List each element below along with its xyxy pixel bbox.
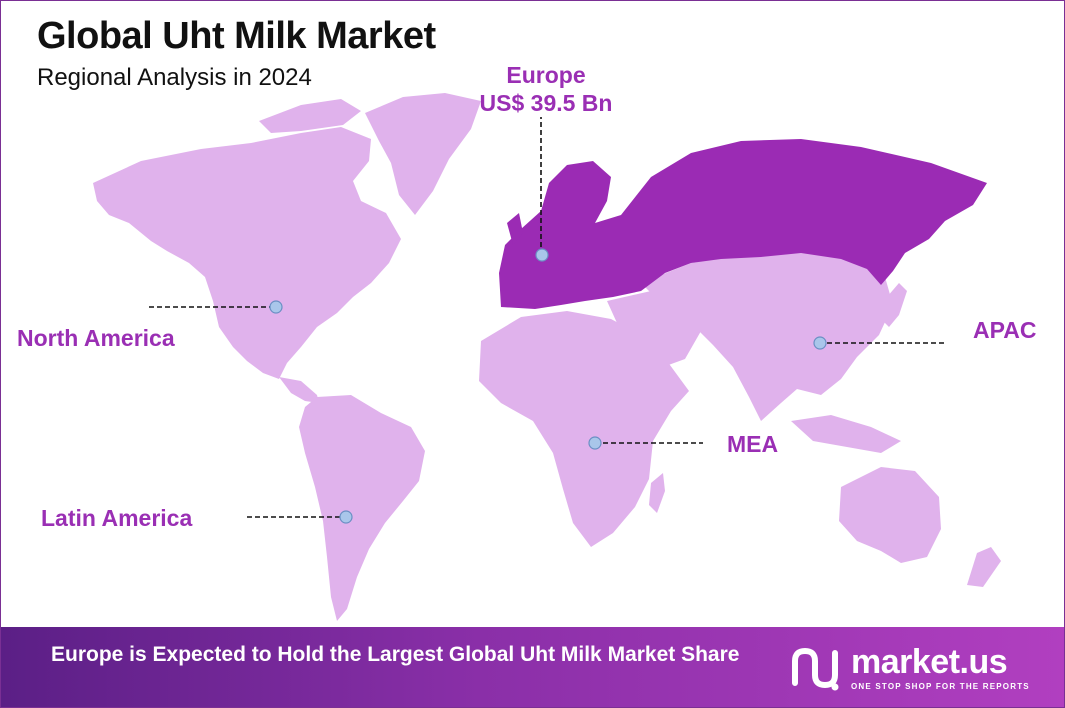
uk-landmass bbox=[507, 213, 523, 245]
south-america-landmass bbox=[299, 395, 425, 621]
north-america-marker bbox=[269, 300, 283, 314]
southeast-asia-islands-landmass bbox=[791, 415, 901, 453]
europe-value: US$ 39.5 Bn bbox=[479, 90, 613, 116]
europe-marker bbox=[535, 248, 549, 262]
europe-name: Europe bbox=[506, 62, 586, 88]
page-title: Global Uht Milk Market bbox=[37, 15, 436, 57]
mea-marker bbox=[588, 436, 602, 450]
market-us-logo-icon bbox=[792, 647, 839, 691]
europe-label: Europe US$ 39.5 Bn bbox=[461, 61, 631, 117]
latin-america-marker bbox=[339, 510, 353, 524]
central-america-landmass bbox=[279, 377, 319, 403]
north-america-landmass bbox=[93, 127, 401, 379]
new-zealand-landmass bbox=[967, 547, 1001, 587]
footer-banner: Europe is Expected to Hold the Largest G… bbox=[1, 627, 1064, 707]
logo-name: market.us bbox=[851, 643, 1008, 681]
apac-label: APAC bbox=[973, 317, 1037, 343]
europe-highlighted-landmass bbox=[499, 139, 987, 309]
japan-landmass bbox=[881, 283, 907, 327]
page-subtitle: Regional Analysis in 2024 bbox=[37, 64, 312, 91]
world-map bbox=[93, 93, 1001, 621]
latin-america-label: Latin America bbox=[41, 505, 193, 531]
logo-tagline: ONE STOP SHOP FOR THE REPORTS bbox=[851, 682, 1030, 691]
arctic-islands-landmass bbox=[259, 99, 361, 133]
australia-landmass bbox=[839, 467, 941, 563]
north-america-label: North America bbox=[17, 325, 175, 351]
madagascar-landmass bbox=[649, 473, 665, 513]
greenland-landmass bbox=[365, 93, 481, 215]
market-us-logo: market.us ONE STOP SHOP FOR THE REPORTS bbox=[789, 643, 1049, 693]
mea-label: MEA bbox=[727, 431, 779, 457]
footer-message: Europe is Expected to Hold the Largest G… bbox=[51, 643, 740, 666]
africa-landmass bbox=[479, 311, 689, 547]
asia-landmass bbox=[641, 251, 893, 421]
apac-marker bbox=[813, 336, 827, 350]
